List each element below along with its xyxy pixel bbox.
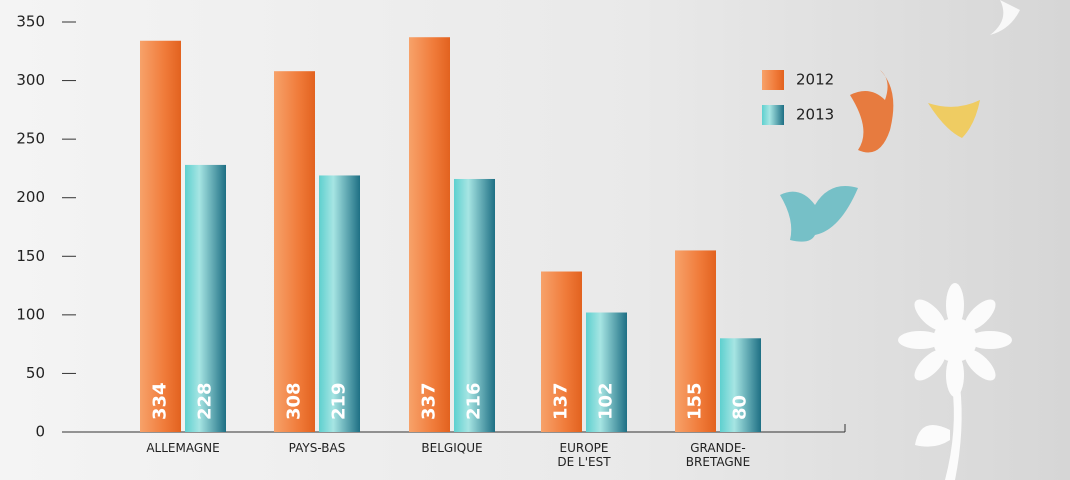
y-tick-label: 250 — [16, 130, 45, 148]
x-tick-label: BELGIQUE — [397, 441, 507, 455]
value-label: 155 — [685, 382, 706, 420]
bar — [274, 71, 315, 432]
y-tick-label: 150 — [16, 247, 45, 265]
value-label: 308 — [284, 382, 305, 420]
y-tick-label: 50 — [26, 364, 45, 382]
legend-label: 2012 — [796, 71, 834, 89]
x-tick-label: GRANDE- BRETAGNE — [663, 441, 773, 469]
value-label: 334 — [150, 382, 171, 420]
value-label: 216 — [464, 382, 485, 420]
y-tick-label: 0 — [35, 423, 45, 441]
chart-page: 0 50 100 150 200 250 300 350 334 228 308 219 337 216 1… — [0, 0, 1070, 480]
y-tick-label: 100 — [16, 305, 45, 323]
value-label: 337 — [419, 382, 440, 420]
bar — [140, 41, 181, 432]
value-label: 102 — [596, 382, 617, 420]
value-label: 137 — [551, 382, 572, 420]
x-tick-label: EUROPE DE L'EST — [529, 441, 639, 469]
bar — [409, 37, 450, 432]
x-tick-label: PAYS-BAS — [262, 441, 372, 455]
legend-swatch — [762, 70, 784, 90]
value-label: 219 — [329, 382, 350, 420]
chart: 0 50 100 150 200 250 300 350 334 228 308 219 337 216 1… — [0, 0, 1070, 480]
value-label: 80 — [730, 395, 751, 420]
y-tick-label: 350 — [16, 13, 45, 31]
x-tick-label: ALLEMAGNE — [128, 441, 238, 455]
y-tick-label: 300 — [16, 71, 45, 89]
y-tick-label: 200 — [16, 188, 45, 206]
value-label: 228 — [195, 382, 216, 420]
legend-label: 2013 — [796, 106, 834, 124]
legend-swatch — [762, 105, 784, 125]
